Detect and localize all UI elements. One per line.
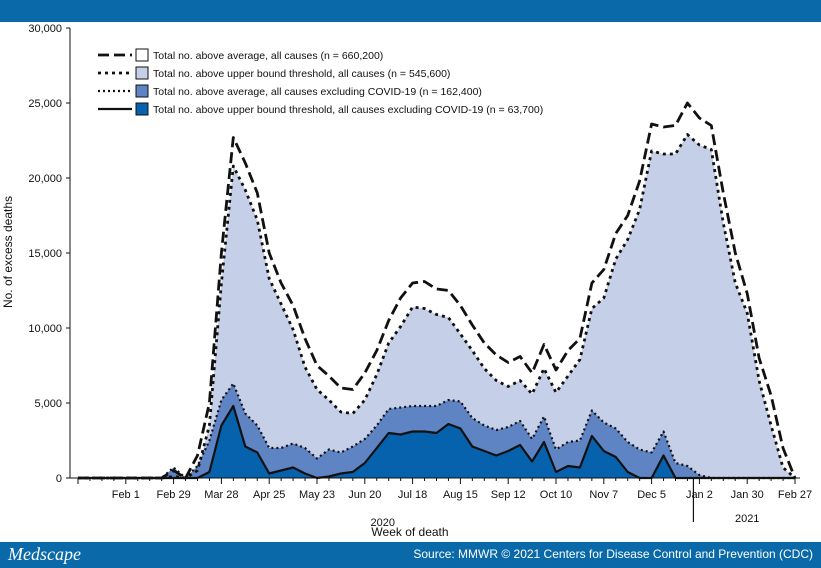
series-area-4 bbox=[78, 406, 795, 478]
series-line-2 bbox=[78, 133, 796, 480]
y-axis-label: No. of excess deaths bbox=[1, 196, 15, 308]
series-area-2 bbox=[78, 134, 795, 478]
y-tick-label: 10,000 bbox=[28, 323, 62, 335]
axes: 0 5,000 10,000 15,000 20,000 25,000 30,000 Feb … bbox=[28, 23, 812, 529]
x-tick-label: May 23 bbox=[299, 489, 335, 501]
x-tick-label: Aug 15 bbox=[443, 489, 478, 501]
x-tick-label: Mar 28 bbox=[204, 489, 238, 501]
top-banner bbox=[0, 0, 821, 22]
y-tick-label: 25,000 bbox=[28, 98, 62, 110]
y-tick-label: 15,000 bbox=[28, 248, 62, 260]
legend-label-3: Total no. above average, all causes excl… bbox=[153, 86, 482, 98]
x-tick-label: Feb 29 bbox=[156, 489, 190, 501]
legend: Total no. above average, all causes (n =… bbox=[98, 48, 543, 116]
legend-label-2: Total no. above upper bound threshold, a… bbox=[153, 68, 450, 80]
x-tick-label: Jul 18 bbox=[398, 489, 427, 501]
x-tick-label: Nov 7 bbox=[589, 489, 618, 501]
legend-label-1: Total no. above average, all causes (n =… bbox=[153, 50, 383, 62]
legend-swatch-2 bbox=[135, 66, 149, 80]
source-credit: Source: MMWR © 2021 Centers for Disease … bbox=[413, 547, 813, 561]
footer-bar: Medscape Source: MMWR © 2021 Centers for… bbox=[0, 542, 821, 568]
x-tick-label: Feb 27 bbox=[778, 489, 812, 501]
excess-deaths-chart: 0 5,000 10,000 15,000 20,000 25,000 30,000 Feb … bbox=[1, 23, 812, 539]
y-tick-label: 0 bbox=[56, 473, 62, 485]
series-line-1 bbox=[78, 101, 797, 480]
year-label-2020: 2020 bbox=[370, 517, 394, 529]
x-tick-label: Jan 30 bbox=[731, 489, 764, 501]
x-tick-label: Jan 2 bbox=[686, 489, 713, 501]
legend-swatch-1 bbox=[135, 48, 149, 62]
x-tick-label: Dec 5 bbox=[637, 489, 666, 501]
year-label-2021: 2021 bbox=[735, 513, 759, 525]
x-tick-label: Jun 20 bbox=[348, 489, 381, 501]
medscape-logo: Medscape bbox=[8, 544, 81, 564]
x-tick-label: Sep 12 bbox=[491, 489, 526, 501]
y-tick-label: 30,000 bbox=[28, 23, 62, 35]
x-tick-label: Feb 1 bbox=[112, 489, 140, 501]
y-tick-label: 20,000 bbox=[28, 173, 62, 185]
legend-swatch-3 bbox=[135, 84, 149, 98]
y-tick-label: 5,000 bbox=[34, 398, 62, 410]
x-axis-label: Week of death bbox=[371, 525, 448, 539]
legend-label-4: Total no. above upper bound threshold, a… bbox=[153, 104, 543, 116]
x-tick-label: Oct 10 bbox=[540, 489, 572, 501]
x-tick-label: Apr 25 bbox=[253, 489, 285, 501]
plot-areas bbox=[78, 103, 795, 478]
legend-swatch-4 bbox=[135, 102, 149, 116]
